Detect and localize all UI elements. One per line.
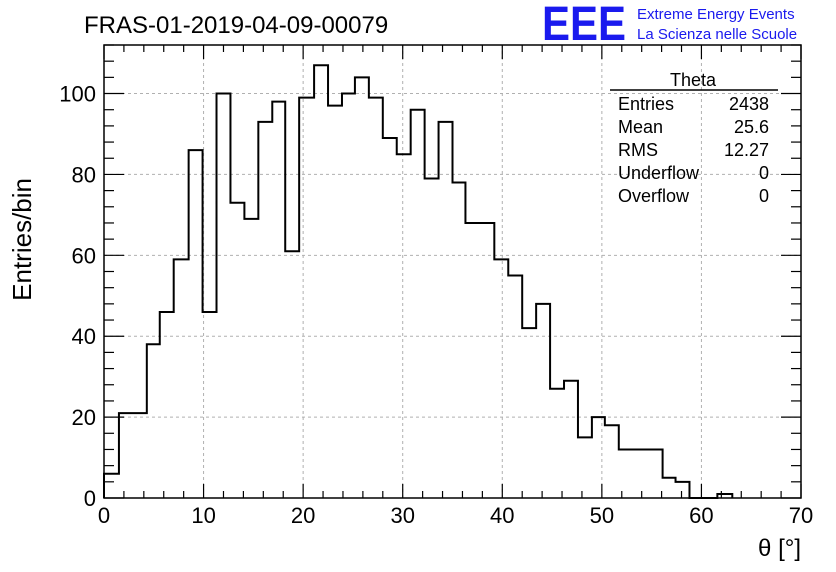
histogram-bin: [550, 389, 564, 498]
stats-label-entries: Entries: [618, 94, 674, 114]
stats-value-overflow: 0: [759, 186, 769, 206]
eee-logo: EEE Extreme Energy Events La Scienza nel…: [542, 0, 797, 51]
histogram-bin: [411, 110, 425, 498]
histogram-bin: [203, 312, 217, 498]
x-axis-label: θ [°]: [758, 535, 801, 562]
plot-frame: [103, 44, 802, 499]
stats-title: Theta: [670, 70, 717, 90]
y-tick-label: 20: [72, 405, 96, 430]
histogram-bin: [522, 328, 536, 498]
histogram-bin: [272, 102, 285, 498]
histogram-bin: [342, 94, 355, 498]
histogram-bin: [619, 449, 663, 498]
stats-label-mean: Mean: [618, 117, 663, 137]
histogram-bin: [663, 478, 676, 498]
histogram-bin: [397, 154, 411, 498]
histogram-bin: [314, 65, 328, 498]
histogram-bin: [676, 482, 690, 498]
histogram-bin: [494, 259, 508, 498]
axis-ticks: [103, 44, 802, 499]
histogram-bin: [244, 219, 258, 498]
x-tick-label: 40: [490, 503, 514, 528]
y-tick-label: 80: [72, 162, 96, 187]
histogram-bin: [605, 425, 619, 498]
x-tick-label: 10: [191, 503, 215, 528]
y-tick-label: 60: [72, 243, 96, 268]
y-axis-label: Entries/bin: [7, 178, 37, 301]
histogram-bin: [104, 474, 119, 498]
logo-line-1: Extreme Energy Events: [637, 6, 795, 23]
x-tick-label: 30: [390, 503, 414, 528]
stats-value-entries: 2438: [729, 94, 769, 114]
x-tick-label: 20: [291, 503, 315, 528]
histogram-bin: [508, 276, 522, 498]
stats-label-underflow: Underflow: [618, 163, 700, 183]
histogram-outline: [103, 64, 734, 499]
stats-value-underflow: 0: [759, 163, 769, 183]
stats-box: Theta Entries 2438 Mean 25.6 RMS 12.27 U…: [610, 70, 778, 206]
histogram-bin: [383, 138, 397, 498]
x-tick-label: 50: [590, 503, 614, 528]
chart-title: FRAS-01-2019-04-09-00079: [84, 12, 388, 39]
x-tick-label: 60: [689, 503, 713, 528]
histogram-bin: [369, 98, 383, 498]
histogram-bin: [230, 203, 244, 498]
tick-labels: 0 10 20 30 40 50 60 70 0 20 40 60 80 100: [59, 82, 813, 528]
x-tick-label: 70: [789, 503, 813, 528]
histogram-bin: [328, 106, 342, 498]
histogram-bin: [453, 183, 466, 498]
logo-mark: EEE: [542, 0, 626, 51]
stats-value-mean: 25.6: [734, 117, 769, 137]
histogram-bin: [147, 344, 160, 498]
histogram-bin: [425, 178, 439, 498]
y-tick-label: 100: [59, 82, 96, 107]
histogram-bin: [217, 94, 231, 498]
histogram-bin: [355, 77, 369, 498]
y-tick-label: 0: [84, 486, 96, 511]
stats-label-rms: RMS: [618, 140, 658, 160]
histogram-bin: [285, 251, 299, 498]
histogram-bin: [299, 98, 314, 498]
histogram-bin: [119, 413, 147, 498]
stats-label-overflow: Overflow: [618, 186, 690, 206]
histogram-bin: [439, 122, 453, 498]
x-tick-label: 0: [98, 503, 110, 528]
histogram-bin: [465, 223, 494, 498]
y-tick-label: 40: [72, 324, 96, 349]
histogram-bin: [578, 437, 592, 498]
grid-lines: [104, 45, 801, 498]
histogram-bin: [189, 150, 203, 498]
histogram-bin: [258, 122, 272, 498]
histogram-bin: [564, 381, 578, 498]
stats-value-rms: 12.27: [724, 140, 769, 160]
logo-line-2: La Scienza nelle Scuole: [637, 26, 797, 43]
histogram-bin: [160, 312, 174, 498]
histogram-bin: [174, 259, 189, 498]
histogram-bin: [536, 304, 550, 498]
histogram-bin: [592, 417, 605, 498]
